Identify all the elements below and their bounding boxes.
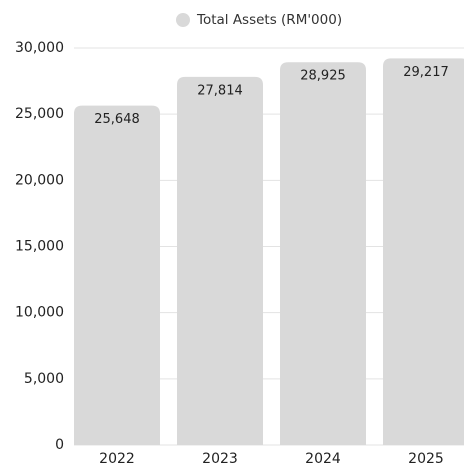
value-label: 25,648 <box>94 112 140 127</box>
x-tick-label: 2024 <box>305 451 341 467</box>
y-tick-label: 5,000 <box>24 371 64 387</box>
value-label: 28,925 <box>300 69 346 84</box>
y-tick-label: 20,000 <box>15 172 64 188</box>
value-label: 29,217 <box>403 65 449 80</box>
bar <box>74 105 160 446</box>
bar <box>383 58 464 445</box>
y-tick-label: 15,000 <box>15 239 64 255</box>
y-tick-label: 10,000 <box>15 305 64 321</box>
legend-label: Total Assets (RM'000) <box>196 12 342 28</box>
bar <box>177 76 263 445</box>
x-tick-label: 2025 <box>408 451 444 467</box>
x-tick-label: 2022 <box>99 451 135 467</box>
x-tick-label: 2023 <box>202 451 238 467</box>
legend: Total Assets (RM'000) <box>176 12 342 28</box>
legend-marker <box>176 13 190 27</box>
bar <box>280 62 366 446</box>
value-label: 27,814 <box>197 83 243 98</box>
y-tick-label: 25,000 <box>15 106 64 122</box>
y-tick-label: 0 <box>55 437 64 453</box>
y-tick-label: 30,000 <box>15 40 64 56</box>
